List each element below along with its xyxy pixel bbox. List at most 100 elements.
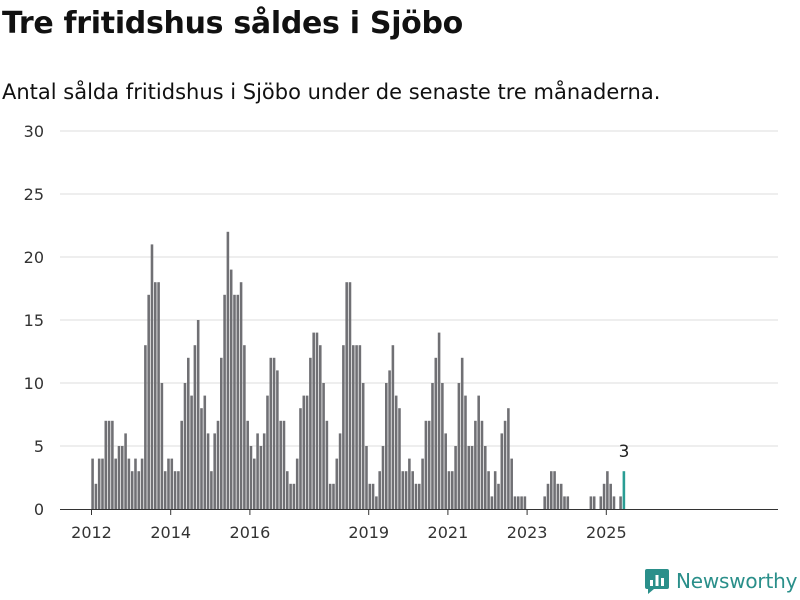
bar: [375, 496, 378, 509]
bar: [361, 383, 365, 509]
bar: [467, 446, 471, 509]
bar: [124, 433, 127, 509]
bar: [121, 446, 124, 509]
bar: [388, 370, 391, 509]
bar: [332, 483, 335, 509]
bar: [355, 345, 358, 509]
x-tick-label: 2021: [428, 523, 469, 542]
bar: [394, 395, 398, 509]
bar: [243, 345, 246, 509]
bar: [477, 395, 480, 509]
bar: [127, 458, 131, 509]
bar: [210, 471, 213, 509]
x-tick-label: 2019: [348, 523, 389, 542]
bar: [418, 483, 421, 509]
bar: [104, 420, 108, 509]
x-tick-label: 2023: [507, 523, 548, 542]
bar: [431, 383, 434, 509]
bar: [183, 383, 187, 509]
bar: [563, 496, 566, 509]
bar: [602, 483, 606, 509]
bar: [140, 458, 144, 509]
bar: [609, 483, 612, 509]
bar: [484, 446, 487, 509]
bar: [550, 471, 553, 509]
bar: [289, 483, 292, 509]
bar: [322, 383, 325, 509]
bar: [414, 483, 418, 509]
bar: [101, 458, 104, 509]
bar: [424, 420, 428, 509]
bar: [312, 332, 315, 509]
y-tick-label: 15: [24, 311, 44, 330]
last-value-label: 3: [619, 442, 630, 462]
bar: [292, 483, 296, 509]
bar: [427, 420, 431, 509]
bar: [266, 395, 269, 509]
bar: [487, 471, 490, 509]
bar: [543, 496, 546, 509]
bar: [447, 471, 451, 509]
bar: [520, 496, 523, 509]
bar: [441, 383, 444, 509]
bar: [134, 458, 137, 509]
bar: [144, 345, 147, 509]
bar: [160, 383, 164, 509]
bar: [259, 446, 263, 509]
bar: [510, 458, 513, 509]
y-tick-label: 0: [34, 500, 44, 519]
bar: [599, 496, 603, 509]
bar: [401, 471, 405, 509]
bar: [490, 496, 494, 509]
bar: [404, 471, 408, 509]
bar: [513, 496, 517, 509]
gridlines: [60, 130, 778, 447]
bar: [345, 282, 348, 509]
bar: [295, 458, 299, 509]
bar: [457, 383, 461, 509]
y-tick-label: 30: [24, 122, 44, 141]
bar: [157, 282, 160, 509]
bar: [493, 471, 497, 509]
bar: [167, 458, 170, 509]
bar: [220, 357, 223, 509]
y-tick-label: 25: [24, 185, 44, 204]
newsworthy-logo: Newsworthy: [644, 567, 797, 595]
bar: [200, 408, 203, 509]
bar: [606, 471, 609, 509]
bar: [229, 269, 233, 509]
bar: [269, 357, 273, 509]
bar: [342, 345, 345, 509]
bar: [262, 433, 266, 509]
bar: [170, 458, 174, 509]
bar: [117, 446, 121, 509]
bar: [546, 483, 550, 509]
bar: [276, 370, 279, 509]
bar: [500, 433, 504, 509]
bars: [91, 231, 626, 510]
bar: [309, 357, 312, 509]
bar: [474, 420, 477, 509]
bar: [421, 458, 424, 509]
brand-name: Newsworthy: [676, 569, 798, 593]
bar: [497, 483, 500, 509]
bar: [408, 458, 411, 509]
bar: [177, 471, 180, 509]
bar: [154, 282, 157, 509]
x-tick-label: 2014: [150, 523, 191, 542]
x-tick-label: 2025: [586, 523, 627, 542]
bar: [589, 496, 593, 509]
bar: [107, 420, 111, 509]
bar: [619, 496, 622, 509]
bar: [451, 471, 454, 509]
bar: [507, 408, 510, 509]
bar: [319, 345, 322, 509]
bar: [239, 282, 243, 509]
bar: [216, 420, 220, 509]
bar-highlight: [622, 471, 626, 509]
bar: [147, 294, 150, 509]
bar: [203, 395, 207, 509]
bar: [187, 357, 190, 509]
y-axis-labels: 0 5 10 15 20 25 30: [24, 122, 44, 519]
